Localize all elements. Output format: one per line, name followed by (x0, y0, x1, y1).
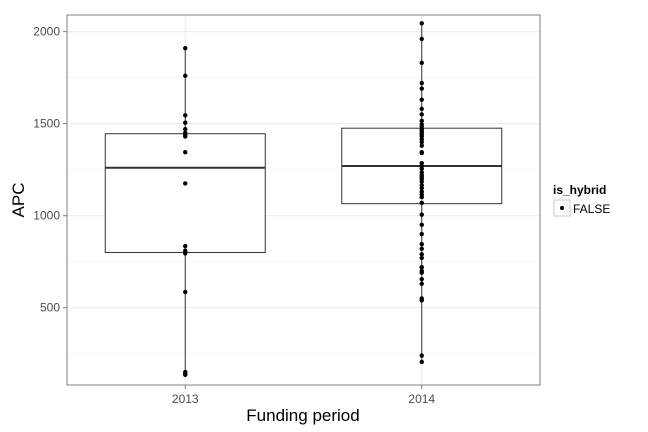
data-point (183, 372, 188, 378)
legend: is_hybrid FALSE (553, 183, 610, 217)
plot-border (66, 14, 541, 386)
data-point (419, 150, 424, 156)
legend-label-false: FALSE (573, 202, 610, 216)
legend-title: is_hybrid (553, 183, 606, 197)
data-points (183, 21, 424, 378)
data-point (419, 298, 424, 303)
axis-ticks: 500 1000 1500 2000 2013 2014 (33, 25, 435, 406)
data-point (419, 118, 424, 124)
y-tick-label: 1500 (33, 117, 60, 131)
data-point (183, 243, 188, 249)
data-point (183, 126, 188, 132)
data-point (419, 264, 424, 270)
data-point (419, 222, 424, 228)
data-point (419, 36, 424, 42)
data-point (183, 181, 188, 186)
data-point (419, 80, 424, 86)
data-point (419, 112, 424, 117)
y-axis-title: APC (9, 183, 28, 218)
x-tick-label: 2014 (408, 392, 435, 406)
data-point (183, 251, 188, 256)
data-point (183, 73, 188, 78)
y-tick-label: 500 (40, 301, 60, 315)
legend-key-point (560, 206, 564, 210)
data-point (419, 270, 424, 275)
data-point (419, 241, 424, 247)
data-point (419, 179, 424, 184)
data-point (419, 139, 424, 145)
data-point (419, 200, 424, 205)
data-point (419, 255, 424, 261)
data-point (183, 134, 188, 139)
x-tick-label: 2013 (172, 392, 199, 406)
data-point (419, 252, 424, 257)
data-point (183, 149, 188, 155)
data-point (419, 276, 424, 282)
data-point (419, 246, 424, 251)
data-point (419, 185, 424, 191)
data-point (419, 21, 424, 26)
data-point (419, 86, 424, 91)
data-point (419, 281, 424, 286)
data-point (419, 359, 424, 365)
data-point (419, 60, 424, 66)
y-tick-label: 2000 (33, 25, 60, 39)
data-point (183, 120, 188, 125)
data-point (419, 231, 424, 237)
data-point (183, 45, 188, 51)
data-point (419, 212, 424, 217)
data-point (419, 97, 424, 102)
data-point (419, 195, 424, 200)
data-point (419, 166, 424, 171)
x-axis-title: Funding period (246, 406, 359, 425)
data-point (419, 143, 424, 148)
data-point (419, 106, 424, 112)
data-point (183, 289, 188, 295)
data-point (183, 113, 188, 118)
y-tick-label: 1000 (33, 209, 60, 223)
data-point (419, 353, 424, 358)
